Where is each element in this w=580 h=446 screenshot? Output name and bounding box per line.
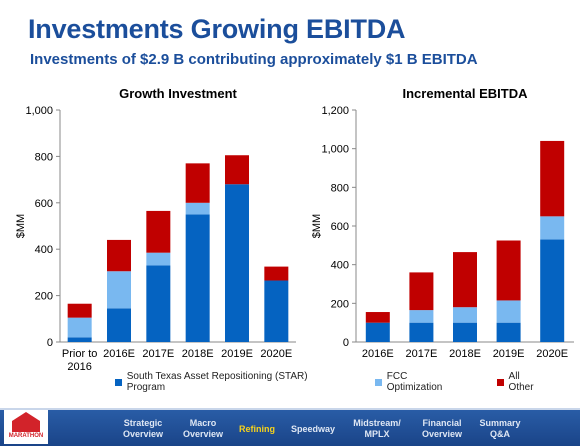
legend-swatch-fcc — [375, 378, 382, 386]
chart1-category-label: 2018E — [182, 348, 214, 360]
nav-summary-qa[interactable]: Summary Q&A — [479, 418, 521, 439]
chart2-ylabel: $MM — [311, 214, 323, 238]
chart1-bar-fcc — [185, 202, 210, 215]
legend-label-fcc: FCC Optimization — [386, 371, 443, 393]
chart1-bar-star — [225, 184, 249, 342]
legend-swatch-other — [496, 378, 504, 386]
chart2-ytick-label: 400 — [331, 260, 349, 272]
logo-mark-icon — [12, 412, 40, 432]
chart2-ytick-label: 1,200 — [321, 105, 349, 117]
chart2-bar-star — [365, 322, 390, 342]
chart1-bar-other — [146, 210, 171, 253]
chart1-bar-star — [67, 337, 92, 342]
chart2-bar-fcc — [496, 300, 521, 323]
chart1-title: Growth Investment — [119, 86, 237, 101]
chart2-bar-other — [496, 240, 521, 301]
nav-strategic-overview[interactable]: Strategic Overview — [122, 418, 164, 439]
chart1-category-label: 2020E — [260, 348, 292, 360]
chart2-bar-other — [365, 312, 390, 323]
chart2-category-label: 2017E — [405, 348, 437, 360]
nav-midstream-mplx[interactable]: Midstream/ MPLX — [353, 418, 401, 439]
chart2-ytick-label: 200 — [331, 298, 349, 310]
chart1-category-label: 2017E — [142, 348, 174, 360]
page-title: Investments Growing EBITDA — [28, 14, 406, 44]
chart1-bar-fcc — [107, 271, 131, 309]
chart2-bar-star — [453, 322, 477, 342]
footer-bar — [0, 408, 580, 446]
chart2-title: Incremental EBITDA — [403, 86, 529, 101]
logo-text: MARATHON — [8, 433, 44, 439]
chart2-bar-fcc — [409, 310, 434, 323]
chart2-category-label: 2018E — [449, 348, 481, 360]
legend-label-other: All Other — [508, 371, 534, 393]
chart2-bar-star — [540, 239, 565, 342]
footer-nav: Strategic Overview Macro Overview Refini… — [0, 418, 580, 444]
marathon-logo: MARATHON — [4, 410, 48, 444]
footer-divider — [0, 408, 580, 410]
chart1-bar-fcc — [146, 252, 171, 266]
chart1-category-label: Prior to — [62, 348, 97, 360]
legend-item-star: South Texas Asset Repositioning (STAR) P… — [115, 371, 341, 393]
charts-canvas: Growth Investment $MM 0 200 400 600 800 1,000 Pr… — [15, 86, 574, 373]
chart2-bar-fcc — [540, 216, 565, 240]
chart2-category-label: 2020E — [536, 348, 568, 360]
chart2-bar-other — [453, 252, 477, 308]
chart-legend: South Texas Asset Repositioning (STAR) P… — [115, 371, 580, 393]
chart1-category-label: 2016E — [103, 348, 135, 360]
chart2-category-label: 2016E — [362, 348, 394, 360]
nav-refining[interactable]: Refining — [239, 424, 275, 434]
chart1-ytick-label: 600 — [35, 198, 53, 210]
chart1-bar-other — [107, 239, 131, 272]
chart1-category-label: 2016 — [67, 361, 91, 373]
page-subtitle: Investments of $2.9 B contributing appro… — [30, 51, 478, 68]
chart1-bar-other — [67, 303, 92, 318]
chart1-bar-star — [185, 214, 210, 342]
chart2-category-label: 2019E — [493, 348, 525, 360]
chart2-ytick-label: 800 — [331, 182, 349, 194]
legend-item-fcc: FCC Optimization — [375, 371, 463, 393]
chart1-bar-star — [146, 265, 171, 342]
chart1-bar-other — [225, 155, 249, 185]
chart1-ylabel: $MM — [15, 214, 27, 238]
legend-label-star: South Texas Asset Repositioning (STAR) P… — [126, 371, 308, 393]
chart1-category-label: 2019E — [221, 348, 253, 360]
chart1-ytick-label: 1,000 — [25, 105, 53, 117]
legend-swatch-star — [115, 378, 122, 386]
chart2-ytick-label: 600 — [331, 221, 349, 233]
chart1-bar-fcc — [67, 317, 92, 338]
chart2-bar-fcc — [453, 307, 477, 323]
chart2-ytick-label: 0 — [343, 337, 349, 349]
chart1-bar-other — [185, 163, 210, 203]
chart2-bar-star — [496, 322, 521, 342]
nav-speedway[interactable]: Speedway — [290, 424, 336, 434]
legend-item-other: All Other — [496, 371, 546, 393]
chart1-ytick-label: 800 — [35, 151, 53, 163]
chart1-bar-star — [264, 280, 289, 342]
chart1-bar-other — [264, 266, 289, 281]
nav-financial-overview[interactable]: Financial Overview — [421, 418, 463, 439]
chart2-bar-star — [409, 322, 434, 342]
chart1-bar-star — [107, 308, 131, 342]
chart1-ytick-label: 200 — [35, 291, 53, 303]
chart1-ytick-label: 400 — [35, 244, 53, 256]
chart2-bar-other — [409, 272, 434, 311]
nav-macro-overview[interactable]: Macro Overview — [182, 418, 224, 439]
chart2-ytick-label: 1,000 — [321, 144, 349, 156]
chart2-bar-other — [540, 140, 565, 217]
chart1-ytick-label: 0 — [47, 337, 53, 349]
